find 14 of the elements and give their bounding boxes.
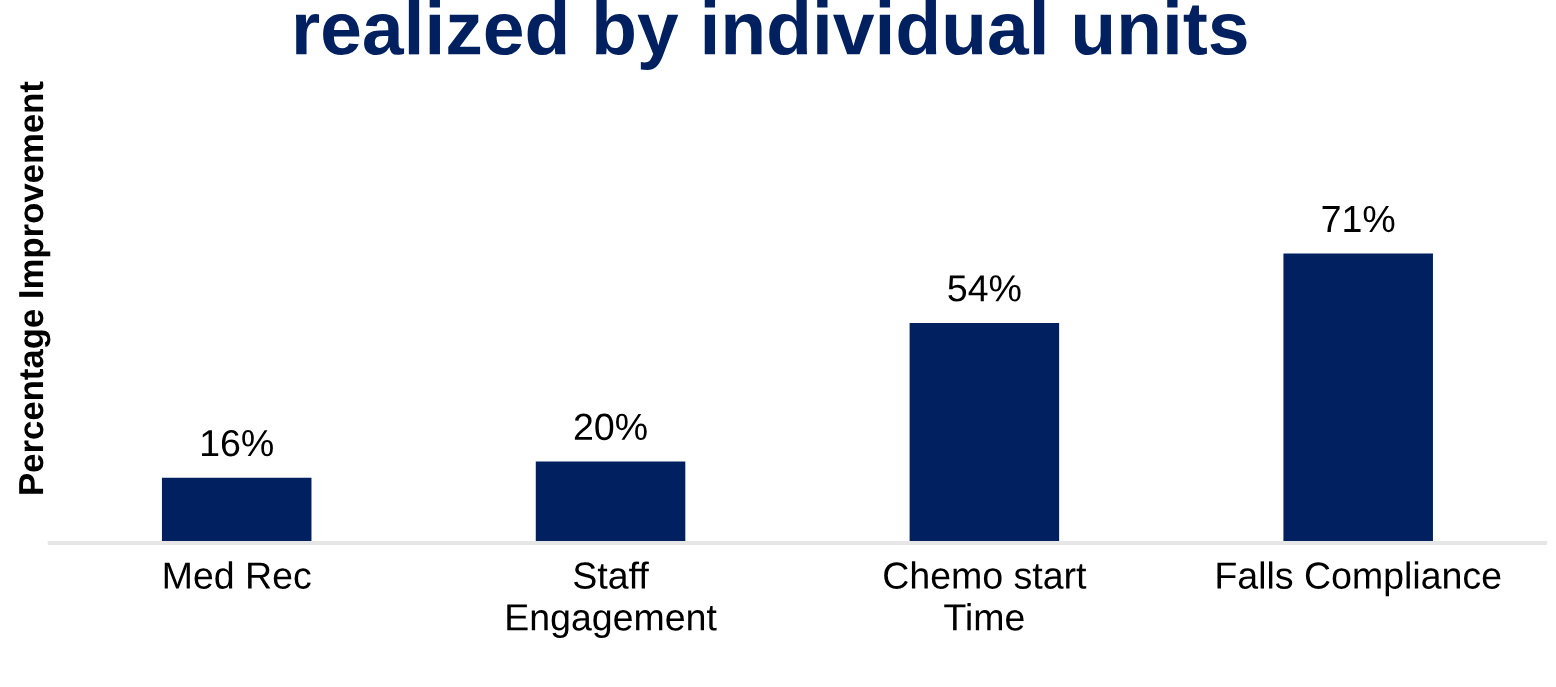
bar [535, 461, 686, 543]
y-axis-title: Percentage Improvement [19, 81, 51, 494]
bar [909, 322, 1060, 543]
x-tick-label: Staff Engagement [507, 561, 717, 639]
x-tick-label: Chemo start Time [884, 561, 1087, 631]
chart-title: realized by individual units [295, 0, 1247, 70]
data-label: 20% [574, 413, 647, 441]
data-label: 16% [202, 429, 273, 457]
bar [161, 477, 312, 543]
bar [1283, 253, 1433, 543]
x-tick-label: Med Rec [164, 561, 311, 589]
data-label: 71% [1322, 205, 1395, 233]
x-tick-label: Falls Compliance [1217, 561, 1501, 597]
data-label: 54% [948, 275, 1021, 302]
